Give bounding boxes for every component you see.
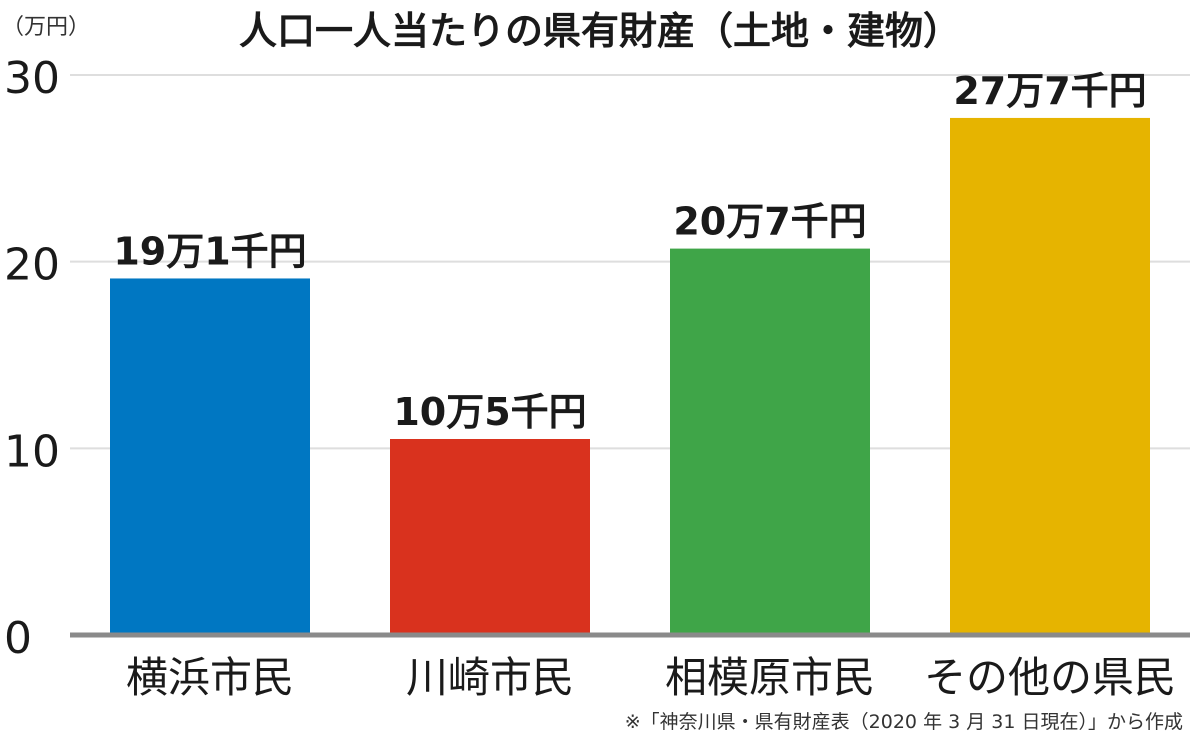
y-unit-label: （万円） <box>2 15 90 40</box>
bar <box>110 278 310 635</box>
y-tick-label: 10 <box>4 426 60 477</box>
source-note: ※「神奈川県・県有財産表（2020 年 3 月 31 日現在）」から作成 <box>625 711 1183 733</box>
category-label: その他の県民 <box>924 653 1176 702</box>
category-label: 相模原市民 <box>665 653 875 702</box>
data-label: 10万5千円 <box>393 390 586 434</box>
y-axis-ticks: 0 10 20 30 <box>4 53 60 664</box>
bar <box>390 439 590 635</box>
data-label: 27万7千円 <box>953 69 1146 113</box>
bar <box>950 117 1150 635</box>
bar <box>670 248 870 635</box>
category-labels: 横浜市民 川崎市民 相模原市民 その他の県民 <box>126 653 1176 702</box>
y-tick-label: 0 <box>4 613 32 664</box>
bars <box>110 117 1150 635</box>
data-label: 19万1千円 <box>113 229 306 273</box>
chart-title: 人口一人当たりの県有財産（土地・建物） <box>239 9 961 53</box>
category-label: 横浜市民 <box>126 653 294 702</box>
data-label: 20万7千円 <box>673 200 866 244</box>
category-label: 川崎市民 <box>406 653 574 702</box>
y-tick-label: 30 <box>4 53 60 104</box>
y-tick-label: 20 <box>4 240 60 291</box>
data-labels: 19万1千円 10万5千円 20万7千円 27万7千円 <box>113 69 1146 434</box>
